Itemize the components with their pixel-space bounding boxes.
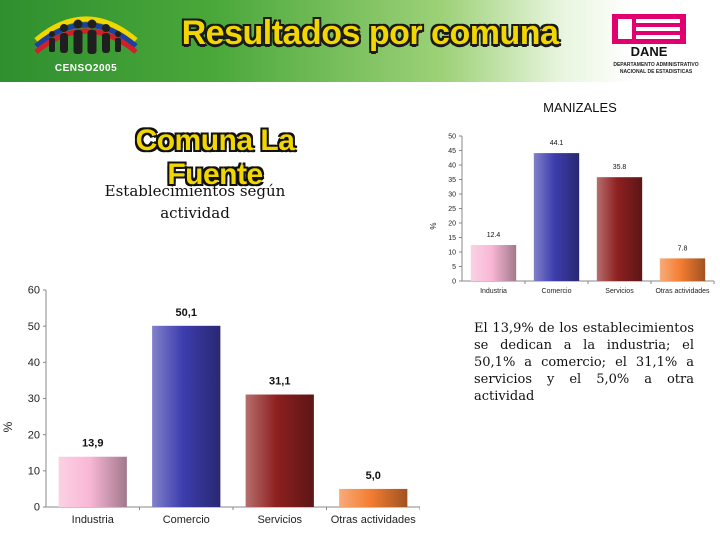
- dane-logo-icon: DANE: [612, 14, 686, 58]
- x-tick-label: Servicios: [605, 288, 634, 295]
- dane-logo-text: DANE: [631, 44, 668, 58]
- people-icon: [34, 16, 138, 54]
- x-tick-label: Comercio: [163, 514, 210, 526]
- data-label: 31,1: [269, 376, 290, 388]
- comuna-chart: 0 10 20 30 40 50 60% 13,9 Industria 50,1 Comercio 3…: [1, 285, 420, 526]
- censo-logo: CENSO2005: [28, 6, 144, 76]
- data-label: 5,0: [366, 470, 381, 482]
- manizales-chart: 0 5 10 15 20 25 30 35 40 45 50% 12.4 Industria 44.1 C…: [429, 133, 715, 295]
- chart-subtitle: Establecimientos según actividad: [80, 180, 310, 224]
- data-label: 7.8: [678, 245, 688, 252]
- bar-otras-actividades: [339, 488, 408, 507]
- bar-comercio: [152, 325, 221, 507]
- y-tick-label: 30: [448, 191, 456, 198]
- y-axis-label: %: [429, 222, 438, 229]
- page-title: Resultados por comuna: [181, 14, 559, 52]
- dane-name-line2: NACIONAL DE ESTADISTICAS: [619, 69, 693, 75]
- y-tick-label: 20: [28, 429, 40, 441]
- y-axis-label: %: [1, 421, 15, 432]
- y-tick-label: 5: [452, 264, 456, 271]
- data-label: 50,1: [176, 307, 197, 319]
- y-tick-label: 15: [448, 235, 456, 242]
- y-tick-label: 50: [448, 133, 456, 140]
- y-tick-label: 30: [28, 393, 40, 405]
- y-tick-label: 35: [448, 177, 456, 184]
- dane-name-line1: DEPARTAMENTO ADMINISTRATIVO: [613, 62, 699, 68]
- y-tick-label: 40: [448, 162, 456, 169]
- data-label: 44.1: [550, 140, 564, 147]
- y-tick-label: 0: [452, 278, 456, 285]
- header-banner: CENSO2005 Resultados por comuna DANE DEP…: [0, 0, 720, 82]
- comuna-title: Comuna La Fuente: [135, 124, 295, 191]
- y-tick-label: 0: [34, 502, 40, 514]
- y-tick-label: 60: [28, 285, 40, 297]
- x-tick-label: Industria: [72, 514, 115, 526]
- bar-otras-actividades: [659, 258, 706, 281]
- data-label: 35.8: [613, 164, 627, 171]
- x-tick-label: Otras actividades: [655, 288, 710, 295]
- bar-servicios: [596, 177, 643, 281]
- x-tick-label: Industria: [480, 288, 507, 295]
- x-tick-label: Servicios: [257, 514, 302, 526]
- y-tick-label: 10: [28, 466, 40, 478]
- censo-logo-text: CENSO2005: [54, 63, 118, 74]
- data-label: 13,9: [82, 438, 103, 450]
- data-label: 12.4: [487, 232, 501, 239]
- y-tick-label: 45: [448, 148, 456, 155]
- subtitle-line2: actividad: [160, 204, 230, 222]
- bar-industria: [470, 245, 517, 281]
- y-tick-label: 40: [28, 357, 40, 369]
- dane-full-name: DEPARTAMENTO ADMINISTRATIVO NACIONAL DE …: [600, 62, 712, 76]
- y-tick-label: 25: [448, 206, 456, 213]
- y-tick-label: 50: [28, 321, 40, 333]
- chart1-title-city: MANIZALES: [543, 100, 617, 115]
- x-tick-label: Comercio: [542, 288, 572, 295]
- bar-industria: [58, 456, 127, 507]
- bar-servicios: [245, 394, 314, 507]
- y-tick-label: 10: [448, 249, 456, 256]
- bar-comercio: [533, 153, 580, 281]
- subtitle-line1: Establecimientos según: [104, 182, 286, 200]
- y-tick-label: 20: [448, 220, 456, 227]
- summary-paragraph: El 13,9% de los establecimientos se dedi…: [474, 321, 694, 404]
- x-tick-label: Otras actividades: [331, 514, 416, 526]
